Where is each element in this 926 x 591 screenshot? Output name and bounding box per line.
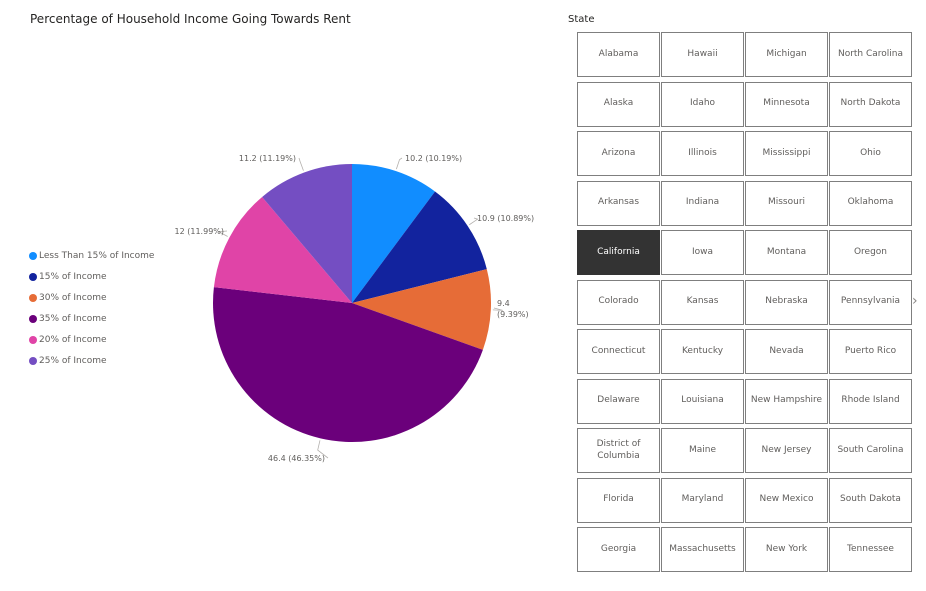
state-tile[interactable]: Pennsylvania (829, 279, 912, 325)
state-tile[interactable]: Maryland (661, 477, 744, 523)
legend-dot-icon (29, 251, 37, 260)
legend-item[interactable]: 15% of Income (29, 266, 154, 287)
state-tile[interactable]: Kentucky (661, 329, 744, 374)
slice-data-label: 46.4 (46.35%) (268, 454, 325, 463)
state-tile[interactable]: Delaware (577, 378, 660, 424)
slice-data-label: 9.4 (9.39%) (497, 299, 529, 319)
state-tile[interactable]: Colorado (577, 279, 660, 325)
label-leader-line (317, 440, 329, 459)
state-tile[interactable]: Puerto Rico (829, 329, 912, 374)
legend-item[interactable]: Less Than 15% of Income (29, 245, 154, 266)
state-tile[interactable]: Maine (661, 428, 744, 473)
state-tile[interactable]: Oklahoma (829, 180, 912, 226)
label-leader-line (492, 307, 503, 311)
state-tile[interactable]: South Dakota (829, 477, 912, 523)
legend-label: 35% of Income (39, 313, 107, 324)
label-leader-line (395, 157, 403, 170)
legend-label: Less Than 15% of Income (39, 250, 155, 261)
state-tile[interactable]: Ohio (829, 131, 912, 176)
state-tile[interactable]: Oregon (829, 230, 912, 275)
state-tile[interactable]: Nebraska (745, 279, 828, 325)
state-tile[interactable]: Massachusetts (661, 527, 744, 572)
legend-dot-icon (29, 335, 37, 344)
state-tile[interactable]: New York (745, 527, 828, 572)
legend-item[interactable]: 20% of Income (29, 329, 154, 350)
state-tile[interactable]: New Jersey (745, 428, 828, 473)
state-tile[interactable]: Iowa (661, 230, 744, 275)
chart-title: Percentage of Household Income Going Tow… (30, 12, 351, 26)
chevron-right-icon[interactable]: › (912, 293, 918, 309)
chart-legend: Less Than 15% of Income 15% of Income 30% … (29, 245, 154, 371)
legend-label: 15% of Income (39, 271, 107, 282)
legend-dot-icon (29, 272, 37, 281)
state-tile[interactable]: Minnesota (745, 81, 828, 127)
state-tile[interactable]: Tennessee (829, 527, 912, 572)
legend-item[interactable]: 25% of Income (29, 350, 154, 371)
state-tile[interactable]: Arizona (577, 131, 660, 176)
state-tile[interactable]: Kansas (661, 279, 744, 325)
legend-item[interactable]: 30% of Income (29, 287, 154, 308)
pie-slice[interactable] (352, 269, 491, 350)
legend-label: 25% of Income (39, 355, 107, 366)
state-tile[interactable]: Idaho (661, 81, 744, 127)
pie-slice[interactable] (213, 196, 352, 303)
pie-slice[interactable] (352, 164, 436, 303)
state-tile[interactable]: South Carolina (829, 428, 912, 473)
pie-slice[interactable] (352, 191, 487, 303)
state-tile[interactable]: District of Columbia (577, 428, 660, 473)
pie-slice[interactable] (213, 287, 483, 442)
slicer-header: State (568, 14, 595, 25)
label-leader-line (298, 157, 304, 171)
state-tile[interactable]: Indiana (661, 180, 744, 226)
state-tile[interactable]: Missouri (745, 180, 828, 226)
state-tile[interactable]: New Mexico (745, 477, 828, 523)
state-slicer: Alabama Hawaii Michigan North Carolina Alask… (577, 32, 912, 572)
legend-label: 30% of Income (39, 292, 107, 303)
slice-data-label: 12 (11.99%) (175, 227, 224, 236)
state-tile[interactable]: Alabama (577, 32, 660, 77)
legend-label: 20% of Income (39, 334, 107, 345)
state-tile[interactable]: Georgia (577, 527, 660, 572)
state-tile[interactable]: Mississippi (745, 131, 828, 176)
state-tile[interactable]: Alaska (577, 81, 660, 127)
state-tile[interactable]: Florida (577, 477, 660, 523)
state-tile[interactable]: North Carolina (829, 32, 912, 77)
slice-data-label: 11.2 (11.19%) (239, 154, 296, 163)
legend-dot-icon (29, 314, 37, 323)
slice-data-label: 10.2 (10.19%) (405, 154, 462, 163)
legend-dot-icon (29, 293, 37, 302)
legend-item[interactable]: 35% of Income (29, 308, 154, 329)
state-tile[interactable]: North Dakota (829, 81, 912, 127)
slice-data-label: 10.9 (10.89%) (477, 214, 534, 223)
state-tile[interactable]: Montana (745, 230, 828, 275)
pie-slice[interactable] (262, 164, 352, 303)
state-tile[interactable]: Connecticut (577, 329, 660, 374)
state-tile[interactable]: Illinois (661, 131, 744, 176)
state-tile[interactable]: Arkansas (577, 180, 660, 226)
state-tile[interactable]: Nevada (745, 329, 828, 374)
state-tile[interactable]: California (577, 230, 660, 275)
state-tile[interactable]: Hawaii (661, 32, 744, 77)
state-tile[interactable]: Louisiana (661, 378, 744, 424)
state-tile[interactable]: Michigan (745, 32, 828, 77)
legend-dot-icon (29, 356, 37, 365)
label-leader-line (217, 230, 228, 237)
pie-chart: 10.2 (10.19%) 10.9 (10.89%) 9.4 (9.39%) 46.4… (175, 154, 535, 463)
state-tile[interactable]: Rhode Island (829, 378, 912, 424)
label-leader-line (469, 217, 479, 226)
state-tile[interactable]: New Hampshire (745, 378, 828, 424)
